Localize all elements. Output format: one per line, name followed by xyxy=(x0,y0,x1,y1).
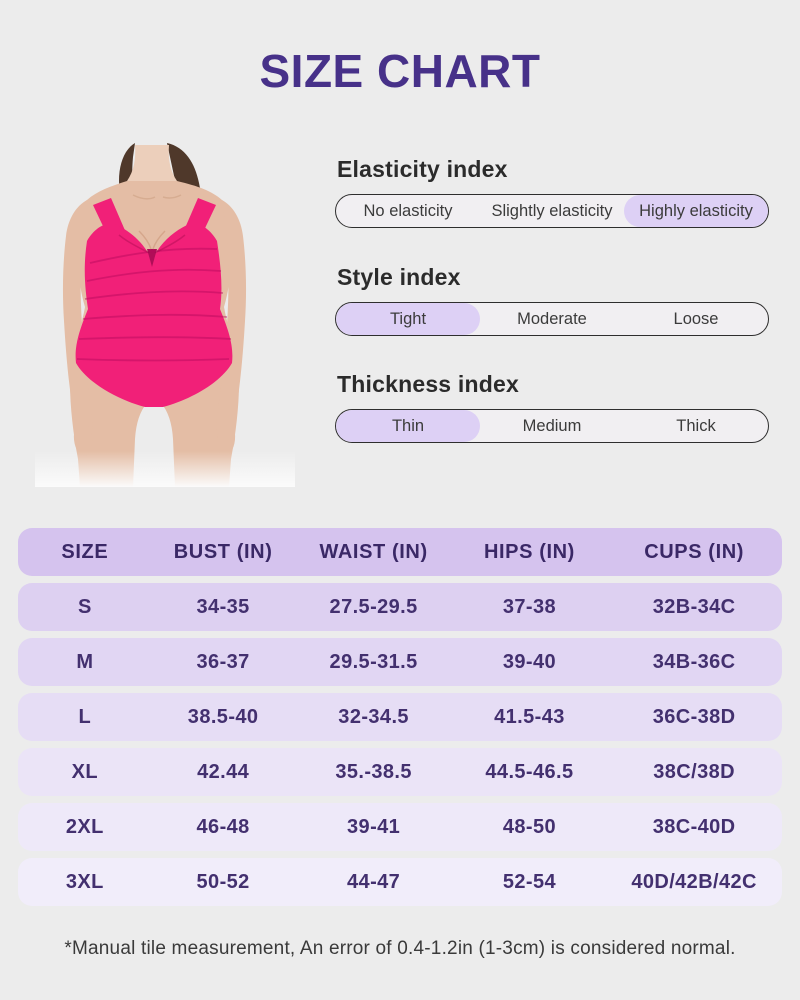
measurement-note: *Manual tile measurement, An error of 0.… xyxy=(64,938,736,959)
table-row-xl: XL 42.44 35.-38.5 44.5-46.5 38C/38D xyxy=(18,748,782,796)
option-medium: Medium xyxy=(522,416,582,435)
waist-cell: 39-41 xyxy=(347,815,401,838)
waist-cell: 35.-38.5 xyxy=(335,760,412,783)
thickness-index-section: Thickness index Thin Medium Thick xyxy=(335,371,769,443)
neck xyxy=(127,145,177,181)
option-thick: Thick xyxy=(676,416,716,435)
waist-cell: 27.5-29.5 xyxy=(329,595,418,618)
right-arm xyxy=(216,200,247,441)
bust-cell: 34-35 xyxy=(196,595,250,618)
size-cell: XL xyxy=(71,760,99,783)
waist-cell: 44-47 xyxy=(347,870,401,893)
style-index-section: Style index Tight Moderate Loose xyxy=(335,264,769,336)
cleavage-lines xyxy=(138,230,166,250)
bust-cell: 46-48 xyxy=(196,815,250,838)
option-no-elasticity: No elasticity xyxy=(363,201,453,220)
bust-cell: 42.44 xyxy=(197,760,250,783)
cups-cell: 40D/42B/42C xyxy=(631,870,757,893)
hips-cell: 41.5-43 xyxy=(494,705,565,728)
table-row-2xl: 2XL 46-48 39-41 48-50 38C-40D xyxy=(18,803,782,851)
thickness-index-bar: Thin Medium Thick xyxy=(335,409,769,443)
swimsuit-model-illustration xyxy=(35,143,295,487)
cup-shading xyxy=(118,234,186,254)
table-row-l: L 38.5-40 32-34.5 41.5-43 36C-38D xyxy=(18,693,782,741)
column-header-cups: CUPS (IN) xyxy=(644,540,745,563)
swimsuit-notch xyxy=(147,249,157,267)
column-header-hips: HIPS (IN) xyxy=(483,540,575,563)
left-hand xyxy=(73,422,93,456)
table-row-3xl: 3XL 50-52 44-47 52-54 40D/42B/42C xyxy=(18,858,782,906)
bust-cell: 50-52 xyxy=(196,870,250,893)
bust-cell: 38.5-40 xyxy=(187,705,259,728)
thickness-index-title: Thickness index xyxy=(337,371,519,397)
style-index-title: Style index xyxy=(337,264,461,290)
option-moderate: Moderate xyxy=(517,309,587,328)
waist-cell: 32-34.5 xyxy=(338,705,409,728)
option-highly-elasticity: Highly elasticity xyxy=(624,195,768,227)
swimsuit-folds xyxy=(76,247,232,362)
option-thin: Thin xyxy=(336,410,480,442)
table-row-s: S 34-35 27.5-29.5 37-38 32B-34C xyxy=(18,583,782,631)
option-slightly-elasticity: Slightly elasticity xyxy=(491,201,613,220)
hips-cell: 44.5-46.5 xyxy=(485,760,574,783)
column-header-bust: BUST (IN) xyxy=(173,540,273,563)
option-tight: Tight xyxy=(336,303,480,335)
hips-cell: 48-50 xyxy=(502,815,557,838)
bust-cell: 36-37 xyxy=(196,650,250,673)
column-header-waist: WAIST (IN) xyxy=(319,540,428,563)
cups-cell: 32B-34C xyxy=(652,595,736,618)
style-index-bar: Tight Moderate Loose xyxy=(335,302,769,336)
elasticity-index-section: Elasticity index No elasticity Slightly … xyxy=(335,156,769,228)
left-arm xyxy=(62,200,93,441)
size-table: SIZE BUST (IN) WAIST (IN) HIPS (IN) CUPS… xyxy=(18,528,782,913)
right-hand xyxy=(216,422,236,456)
cups-cell: 38C-40D xyxy=(652,815,736,838)
table-row-m: M 36-37 29.5-31.5 39-40 34B-36C xyxy=(18,638,782,686)
page-title: SIZE CHART xyxy=(259,45,541,97)
cups-cell: 38C/38D xyxy=(653,760,735,783)
swimsuit xyxy=(75,223,233,407)
hips-cell: 37-38 xyxy=(502,595,557,618)
cups-cell: 34B-36C xyxy=(652,650,736,673)
column-header-size: SIZE xyxy=(61,540,109,563)
hips-cell: 52-54 xyxy=(502,870,557,893)
elasticity-index-title: Elasticity index xyxy=(337,156,508,182)
photo-bottom-fade xyxy=(35,451,295,487)
table-header-row: SIZE BUST (IN) WAIST (IN) HIPS (IN) CUPS… xyxy=(18,528,782,576)
size-cell: 3XL xyxy=(65,870,104,893)
size-cell: L xyxy=(78,705,92,728)
option-loose: Loose xyxy=(673,309,719,328)
waist-cell: 29.5-31.5 xyxy=(329,650,418,673)
size-cell: S xyxy=(77,595,92,618)
size-cell: 2XL xyxy=(65,815,104,838)
product-photo xyxy=(35,138,295,488)
collarbone-lines xyxy=(132,194,182,200)
hips-cell: 39-40 xyxy=(502,650,557,673)
elasticity-index-bar: No elasticity Slightly elasticity Highly… xyxy=(335,194,769,228)
size-cell: M xyxy=(76,650,94,673)
cups-cell: 36C-38D xyxy=(652,705,736,728)
